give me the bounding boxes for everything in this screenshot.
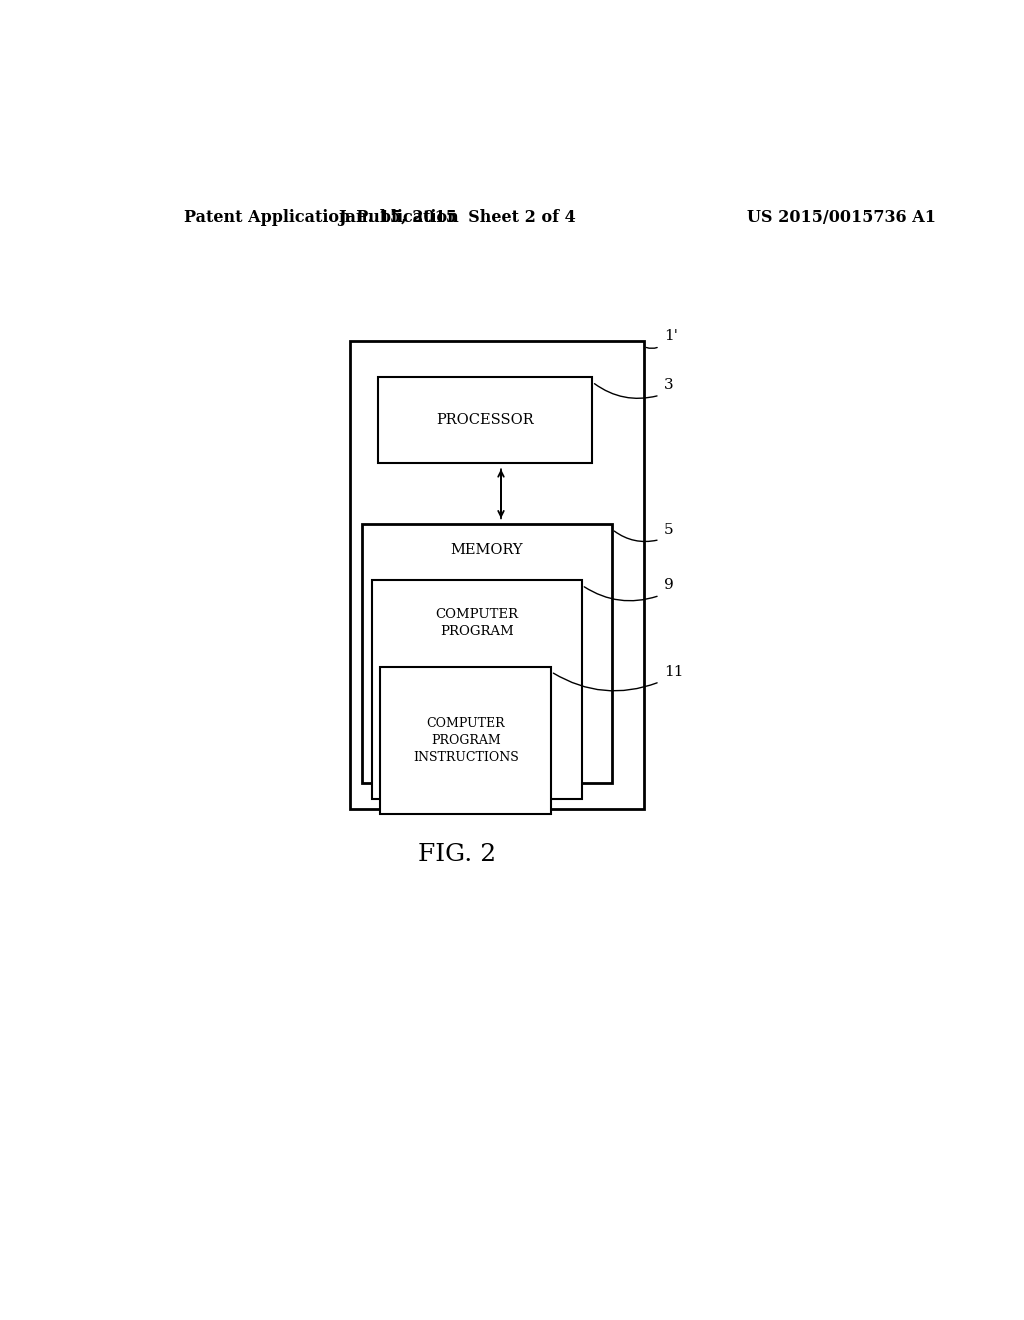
Bar — [372, 581, 582, 799]
Bar — [378, 378, 592, 463]
Text: PROCESSOR: PROCESSOR — [436, 413, 534, 428]
Bar — [380, 667, 551, 814]
Text: 1': 1' — [664, 330, 678, 343]
Text: Patent Application Publication: Patent Application Publication — [183, 209, 459, 226]
Text: 11: 11 — [664, 665, 683, 678]
Text: Jan. 15, 2015  Sheet 2 of 4: Jan. 15, 2015 Sheet 2 of 4 — [339, 209, 577, 226]
Text: 5: 5 — [664, 523, 674, 536]
Text: COMPUTER
PROGRAM: COMPUTER PROGRAM — [435, 609, 518, 639]
Text: FIG. 2: FIG. 2 — [418, 843, 497, 866]
Text: COMPUTER
PROGRAM
INSTRUCTIONS: COMPUTER PROGRAM INSTRUCTIONS — [413, 717, 518, 764]
Text: US 2015/0015736 A1: US 2015/0015736 A1 — [748, 209, 936, 226]
Text: MEMORY: MEMORY — [451, 543, 523, 557]
Text: 3: 3 — [664, 378, 674, 392]
Bar — [362, 524, 612, 784]
Bar — [350, 342, 644, 809]
Text: 9: 9 — [664, 578, 674, 593]
